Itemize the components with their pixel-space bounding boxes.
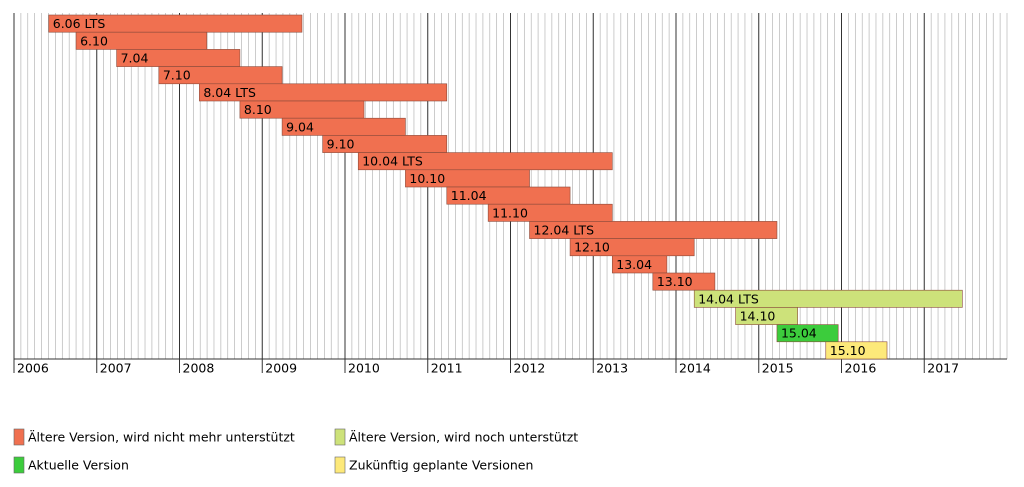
version-label: 9.10 <box>327 137 355 152</box>
x-tick-label: 2006 <box>17 361 49 376</box>
version-bar <box>693 289 963 308</box>
version-label: 14.04 LTS <box>698 291 759 306</box>
x-tick-label: 2007 <box>100 361 132 376</box>
version-label: 11.04 <box>451 188 487 203</box>
legend-label: Zukünftig geplante Versionen <box>349 458 533 473</box>
legend-swatch <box>13 456 25 474</box>
version-label: 6.10 <box>80 33 108 48</box>
version-label: 7.04 <box>121 51 149 66</box>
version-bar <box>611 255 668 274</box>
version-label: 15.04 <box>781 326 817 341</box>
version-label: 10.04 LTS <box>362 154 423 169</box>
version-label: 7.10 <box>163 68 191 83</box>
version-label: 6.06 LTS <box>53 16 106 31</box>
x-tick-label: 2009 <box>265 361 297 376</box>
version-bar <box>652 272 716 291</box>
version-label: 10.10 <box>409 171 445 186</box>
version-bar <box>776 324 839 343</box>
x-tick-label: 2011 <box>431 361 463 376</box>
x-tick-label: 2008 <box>183 361 215 376</box>
version-label: 9.04 <box>286 119 314 134</box>
version-label: 13.10 <box>657 274 693 289</box>
x-tick-label: 2015 <box>762 361 794 376</box>
x-tick-label: 2013 <box>596 361 628 376</box>
version-label: 11.10 <box>492 205 528 220</box>
version-bar <box>825 341 888 360</box>
x-tick-label: 2012 <box>514 361 546 376</box>
x-tick-label: 2010 <box>348 361 380 376</box>
x-tick-label: 2017 <box>927 361 959 376</box>
x-tick-label: 2014 <box>679 361 711 376</box>
legend-label: Ältere Version, wird noch unterstützt <box>349 430 578 445</box>
x-tick-label: 2016 <box>845 361 877 376</box>
version-label: 14.10 <box>740 309 776 324</box>
version-label: 12.04 LTS <box>534 223 595 238</box>
legend-label: Aktuelle Version <box>28 458 129 473</box>
legend-label: Ältere Version, wird nicht mehr unterstü… <box>28 430 295 445</box>
version-label: 13.04 <box>616 257 652 272</box>
version-label: 8.10 <box>244 102 272 117</box>
version-label: 8.04 LTS <box>203 85 256 100</box>
version-bar <box>735 307 798 325</box>
version-label: 12.10 <box>574 240 610 255</box>
legend-swatch <box>334 428 346 446</box>
legend-swatch <box>13 428 25 446</box>
legend-swatch <box>334 456 346 474</box>
version-label: 15.10 <box>830 343 866 358</box>
